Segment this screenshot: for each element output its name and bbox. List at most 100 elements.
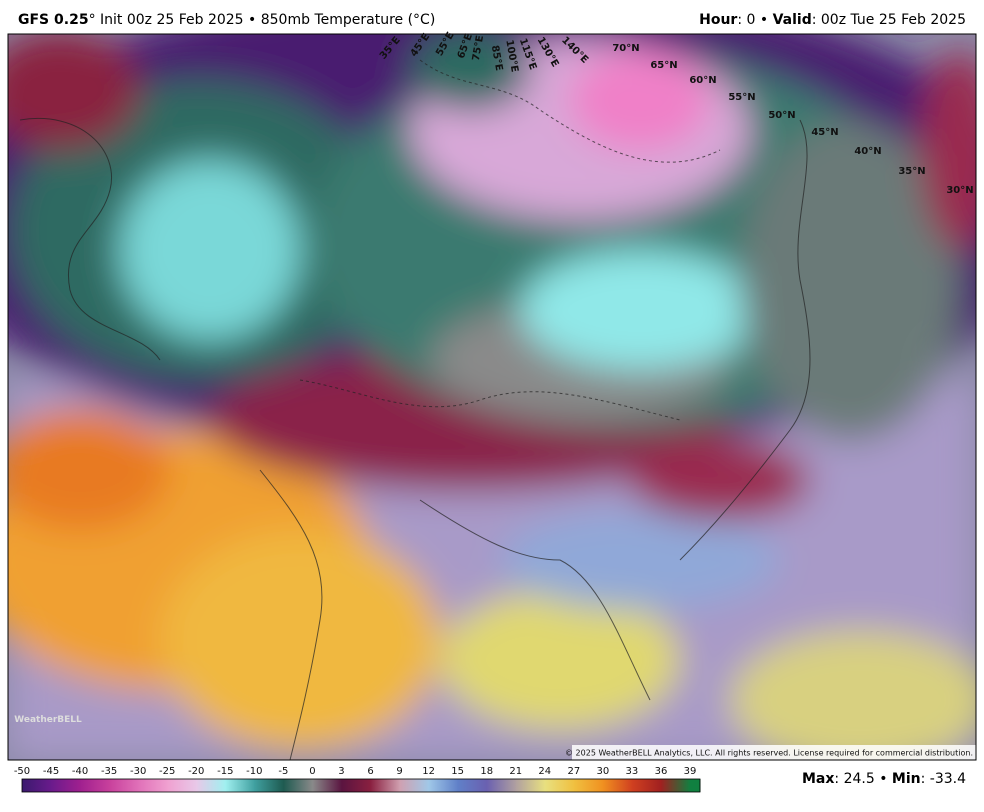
colorbar-swatch	[254, 779, 284, 792]
max-label: Max	[802, 771, 834, 787]
colorbar-frame	[21, 778, 701, 793]
latitude-label: 55°N	[728, 92, 755, 103]
colorbar-tick-label: 33	[626, 766, 639, 777]
valid-text: : 00z Tue 25 Feb 2025	[812, 12, 966, 28]
colorbar-swatch	[138, 779, 168, 792]
colorbar-tick-label: 18	[480, 766, 493, 777]
longitude-label: 85°E	[489, 44, 504, 71]
field	[520, 250, 760, 370]
border	[299, 379, 681, 421]
min-label: Min	[892, 771, 921, 787]
colorbar-swatch	[370, 779, 401, 792]
field	[630, 440, 810, 520]
colorbar-tick-label: 0	[309, 766, 315, 777]
colorbar-tick-label: -10	[246, 766, 262, 777]
latitude-label: 60°N	[689, 75, 716, 86]
latitude-label: 35°N	[898, 166, 925, 177]
colorbar-swatch	[428, 779, 459, 792]
colorbar-swatch	[80, 779, 110, 792]
colorbar-tick-label: 15	[451, 766, 464, 777]
colorbar: -50 -45 -40 -35 -30 -25 -20 -15 -10 -5 0 3 6 9 12 15 18 2…	[14, 766, 701, 793]
max-value: : 24.5 •	[834, 771, 892, 787]
colorbar-tick-label: -25	[159, 766, 175, 777]
border	[419, 59, 721, 163]
model: GFS 0.25	[18, 12, 89, 28]
colorbar-tick-label: -40	[72, 766, 88, 777]
coastline	[419, 499, 651, 701]
colorbar-tick-label: -35	[101, 766, 117, 777]
colorbar-swatch	[167, 779, 197, 792]
colorbar-tick-label: -45	[43, 766, 59, 777]
colorbar-swatch	[51, 779, 81, 792]
latitude-label: 70°N	[612, 43, 639, 54]
colorbar-swatch	[602, 779, 633, 792]
latitude-label: 40°N	[854, 146, 881, 157]
coastlines	[19, 59, 811, 760]
latitude-label: 30°N	[946, 185, 973, 196]
field	[920, 50, 976, 250]
field	[500, 510, 780, 610]
colorbar-swatch	[22, 779, 52, 792]
header-right: Hour: 0 • Valid: 00z Tue 25 Feb 2025	[699, 12, 966, 28]
field	[440, 590, 680, 730]
colorbar-tick-label: -5	[278, 766, 288, 777]
colorbar-swatch	[399, 779, 430, 792]
colorbar-tick-label: -50	[14, 766, 30, 777]
colorbar-tick-label: 36	[655, 766, 668, 777]
colorbar-tick-label: 24	[538, 766, 551, 777]
field	[120, 160, 300, 340]
colorbar-tick-label: 39	[684, 766, 697, 777]
field	[410, 34, 530, 110]
colorbar-swatch	[457, 779, 488, 792]
hour-text: : 0 •	[737, 12, 772, 28]
field	[730, 630, 976, 760]
colorbar-tick-label: 27	[567, 766, 580, 777]
header-left: GFS 0.25° Init 00z 25 Feb 2025 • 850mb T…	[18, 12, 435, 28]
colorbar-swatch	[690, 779, 701, 792]
logo: WeatherBELL	[14, 715, 82, 725]
map-frame	[7, 33, 977, 761]
copyright-bg	[572, 745, 976, 760]
summary: Max: 24.5 • Min: -33.4	[802, 771, 966, 787]
colorbar-swatch	[486, 779, 517, 792]
description: ° Init 00z 25 Feb 2025 • 850mb Temperatu…	[89, 12, 436, 28]
field	[570, 50, 710, 150]
colorbar-tick-label: -20	[188, 766, 204, 777]
colorbar-swatch	[660, 779, 691, 792]
colorbar-tick-label: 6	[367, 766, 373, 777]
min-value: : -33.4	[921, 771, 966, 787]
latitude-label: 65°N	[650, 60, 677, 71]
colorbar-swatch	[341, 779, 372, 792]
coastline	[259, 469, 323, 760]
coastline	[19, 118, 161, 361]
colorbar-tick-label: 3	[338, 766, 344, 777]
temperature-field	[8, 34, 976, 760]
longitude-label: 75°E	[471, 34, 486, 61]
map: © 2025 WeatherBELL Analytics, LLC. All r…	[8, 34, 976, 760]
colorbar-tick-label: 30	[597, 766, 610, 777]
colorbar-tick-label: -15	[217, 766, 233, 777]
field	[8, 34, 140, 150]
colorbar-swatch	[544, 779, 575, 792]
colorbar-swatch	[312, 779, 342, 792]
colorbar-swatch	[573, 779, 604, 792]
latitude-label: 45°N	[811, 127, 838, 138]
colorbar-tick-label: 9	[396, 766, 402, 777]
colorbar-swatch	[283, 779, 313, 792]
colorbar-swatch	[515, 779, 546, 792]
colorbar-tick-label: -30	[130, 766, 146, 777]
field	[160, 530, 440, 750]
hour-label: Hour	[699, 12, 737, 28]
colorbar-swatch	[196, 779, 226, 792]
field	[740, 120, 960, 440]
latitude-label: 50°N	[768, 110, 795, 121]
colorbar-swatch	[225, 779, 255, 792]
colorbar-swatch	[631, 779, 662, 792]
valid-label: Valid	[773, 12, 812, 28]
field	[8, 410, 170, 530]
copyright: © 2025 WeatherBELL Analytics, LLC. All r…	[565, 749, 973, 758]
colorbar-swatch	[109, 779, 139, 792]
colorbar-tick-label: 21	[509, 766, 522, 777]
